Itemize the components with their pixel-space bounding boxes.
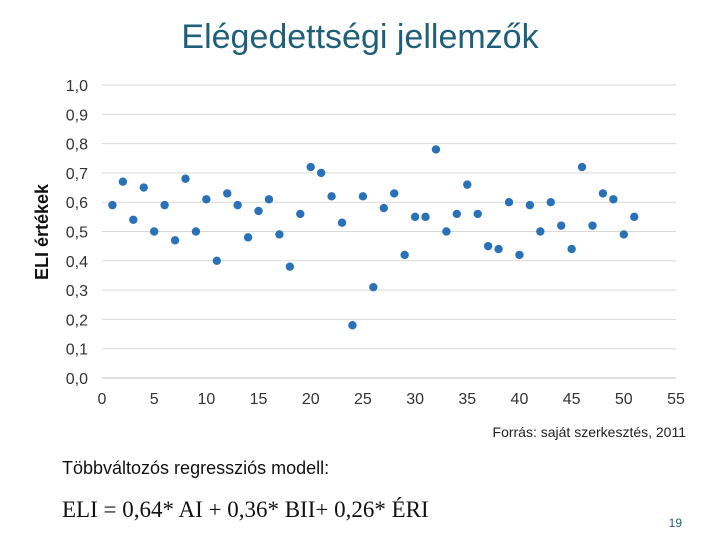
data-point xyxy=(546,198,555,207)
x-tick-label: 30 xyxy=(406,391,424,408)
data-point xyxy=(296,209,305,219)
data-point xyxy=(410,212,420,222)
data-point xyxy=(149,227,159,236)
data-point xyxy=(557,221,566,230)
data-point xyxy=(358,192,368,201)
data-point xyxy=(212,256,221,265)
data-point xyxy=(630,212,639,222)
data-point xyxy=(316,168,326,178)
y-tick-label: 0,8 xyxy=(66,137,88,154)
x-tick-label: 55 xyxy=(667,391,685,408)
data-point xyxy=(494,244,503,254)
data-point xyxy=(129,215,138,224)
data-point xyxy=(463,180,472,189)
data-point xyxy=(118,177,128,186)
data-points xyxy=(108,145,639,330)
y-tick-labels: 0,0 0,1 0,2 0,3 0,4 0,5 0,6 0,7 0,8 0,9 1,0 xyxy=(66,78,88,388)
y-axis-label: ELI értékek xyxy=(32,183,52,280)
y-tick-label: 1,0 xyxy=(66,78,88,95)
regression-formula: ELI = 0,64* AI + 0,36* BII+ 0,26* ÉRI xyxy=(62,497,429,522)
y-tick-label: 0,0 xyxy=(66,371,88,388)
y-tick-label: 0,7 xyxy=(66,166,88,183)
data-point xyxy=(536,227,545,236)
data-point xyxy=(306,162,315,172)
data-point xyxy=(181,174,190,183)
x-tick-label: 20 xyxy=(302,391,320,408)
grid-lines xyxy=(102,84,676,350)
data-point xyxy=(275,230,284,239)
x-tick-label: 10 xyxy=(197,391,215,408)
x-tick-label: 15 xyxy=(250,391,268,408)
slide-title: Elégedettségi jellemzők xyxy=(181,18,539,56)
data-point xyxy=(504,198,514,207)
data-point xyxy=(567,244,576,254)
data-point xyxy=(327,192,336,201)
y-tick-label: 0,4 xyxy=(66,254,88,271)
y-tick-label: 0,2 xyxy=(66,312,88,329)
data-point xyxy=(525,200,535,210)
data-point xyxy=(473,209,482,219)
data-point xyxy=(442,227,451,236)
data-point xyxy=(285,262,295,271)
data-point xyxy=(348,321,357,330)
data-point xyxy=(588,221,597,230)
data-point xyxy=(243,233,253,242)
page-number: 19 xyxy=(668,516,682,530)
data-point xyxy=(400,250,409,260)
y-tick-label: 0,9 xyxy=(66,107,88,124)
source-note: Forrás: saját szerkesztés, 2011 xyxy=(492,424,686,440)
x-tick-label: 50 xyxy=(615,391,633,408)
data-point xyxy=(609,195,618,204)
data-point xyxy=(108,200,117,210)
data-point xyxy=(202,195,211,204)
data-point xyxy=(483,241,493,251)
data-point xyxy=(598,189,608,198)
data-point xyxy=(452,209,462,219)
data-point xyxy=(421,212,430,222)
data-point xyxy=(170,236,180,245)
y-tick-label: 0,5 xyxy=(66,225,88,242)
x-tick-label: 25 xyxy=(354,391,372,408)
data-point xyxy=(160,200,169,210)
data-point xyxy=(619,230,629,239)
data-point xyxy=(577,162,587,172)
data-point xyxy=(223,189,232,198)
data-point xyxy=(191,227,201,236)
data-point xyxy=(431,145,441,154)
x-tick-labels: 0 5 10 15 20 25 30 35 40 45 50 55 xyxy=(98,391,685,408)
x-tick-label: 45 xyxy=(563,391,581,408)
data-point xyxy=(379,203,388,213)
data-point xyxy=(369,282,378,292)
data-point xyxy=(337,218,347,227)
data-point xyxy=(254,206,263,216)
data-point xyxy=(390,189,399,198)
data-point xyxy=(139,183,148,192)
y-tick-label: 0,1 xyxy=(66,342,88,359)
data-point xyxy=(233,200,242,210)
y-tick-label: 0,3 xyxy=(66,283,88,300)
model-label: Többváltozós regressziós modell: xyxy=(62,458,330,478)
data-point xyxy=(515,250,524,260)
x-tick-label: 35 xyxy=(458,391,476,408)
x-tick-label: 40 xyxy=(511,391,529,408)
y-tick-label: 0,6 xyxy=(66,195,88,212)
x-tick-label: 0 xyxy=(98,391,107,408)
x-tick-label: 5 xyxy=(150,391,159,408)
data-point xyxy=(264,195,274,204)
